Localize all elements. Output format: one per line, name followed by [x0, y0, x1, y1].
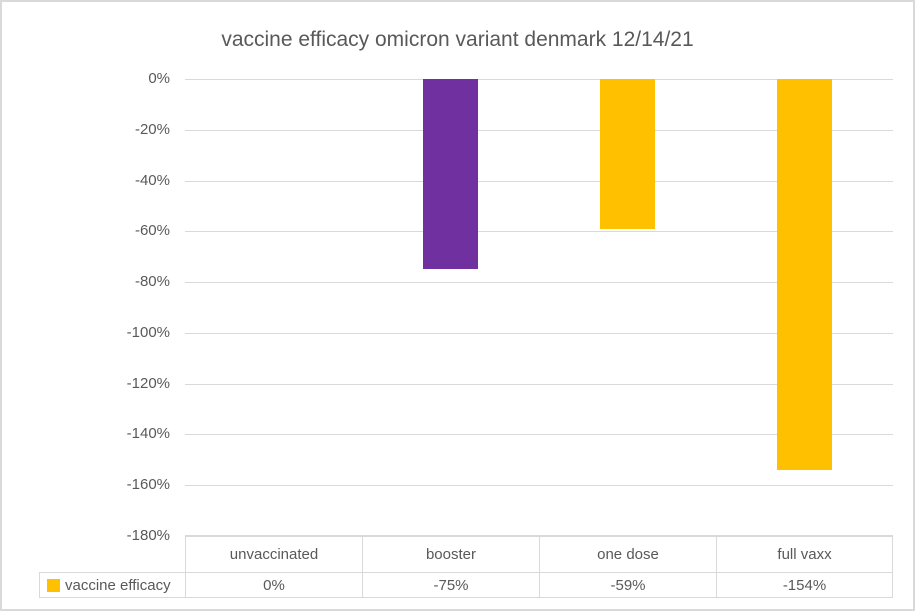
gridline: [185, 130, 893, 131]
chart-title: vaccine efficacy omicron variant denmark…: [221, 28, 694, 51]
bar-full-vaxx[interactable]: [777, 79, 832, 470]
legend-cell: vaccine efficacy: [39, 572, 185, 598]
y-axis-label: -180%: [126, 527, 170, 544]
y-axis-label: -60%: [134, 222, 170, 240]
y-axis-label: -100%: [126, 323, 170, 341]
gridline: [185, 181, 893, 182]
bar-booster[interactable]: [423, 79, 478, 270]
table-value-full-vaxx: -154%: [716, 572, 893, 598]
table-header-booster: booster: [362, 536, 539, 572]
gridline: [185, 485, 893, 486]
y-axis-label: -120%: [126, 374, 170, 392]
gridline: [185, 384, 893, 385]
y-axis-label: -160%: [126, 476, 170, 494]
table-value-one-dose: -59%: [539, 572, 716, 598]
table-header-full-vaxx: full vaxx: [716, 536, 893, 572]
y-axis-label: -40%: [134, 171, 170, 189]
y-axis-label: -20%: [134, 120, 170, 138]
gridline: [185, 333, 893, 334]
gridline: [185, 231, 893, 232]
plot-area: [185, 79, 893, 536]
y-axis-label: -140%: [126, 425, 170, 443]
table-value-unvaccinated: 0%: [185, 572, 362, 598]
gridline: [185, 282, 893, 283]
table-header-one-dose: one dose: [539, 536, 716, 572]
bar-one-dose[interactable]: [600, 79, 655, 229]
table-header-unvaccinated: unvaccinated: [185, 536, 362, 572]
table-value-booster: -75%: [362, 572, 539, 598]
gridline: [185, 79, 893, 80]
y-axis-label: -80%: [134, 273, 170, 291]
gridline: [185, 535, 893, 536]
y-axis-label: 0%: [148, 70, 170, 87]
legend-label: vaccine efficacy: [65, 576, 171, 594]
legend-color-swatch: [47, 578, 60, 592]
gridline: [185, 434, 893, 435]
